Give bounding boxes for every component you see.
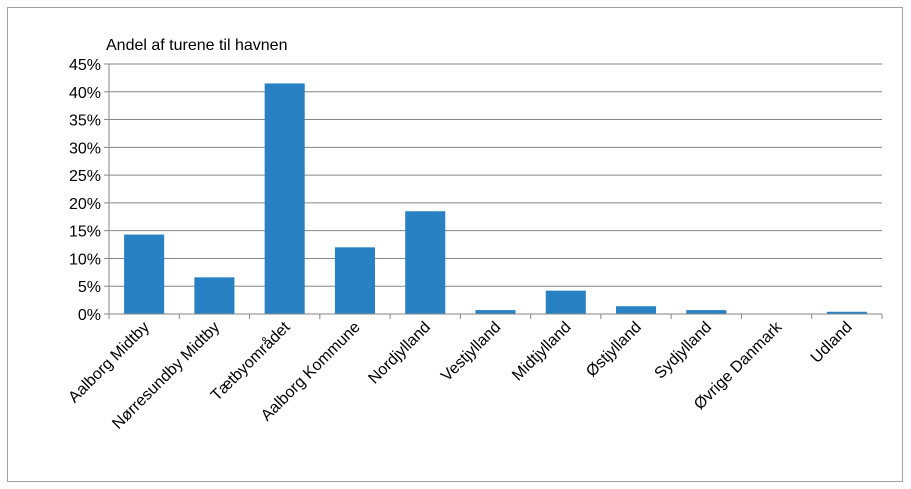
y-tick-label: 20% [69,196,101,213]
bar [264,83,305,314]
y-tick-label: 30% [69,140,101,157]
y-tick-label: 0% [78,307,101,324]
y-tick-label: 5% [78,279,101,296]
x-tick-label: Nordjylland [365,319,434,388]
gridlines [109,63,882,287]
x-tick-label: Vestjylland [438,319,504,385]
bar [405,211,446,314]
bar [475,310,516,314]
y-tick-label: 25% [69,168,101,185]
bar [124,234,165,314]
x-tick-label: Midtjylland [509,319,574,384]
y-axis: 0% 5% 10% 15% 20% 25% 30% 35% 40% 45% [69,57,110,324]
bars [124,83,867,314]
x-tick-label: Sydjylland [652,319,716,383]
y-tick-label: 40% [69,85,101,102]
bar [194,277,235,314]
chart-title: Andel af turene til havnen [106,37,287,54]
bar [686,310,727,314]
y-tick-label: 15% [69,224,101,241]
y-tick-label: 45% [69,57,101,74]
bar [826,311,867,314]
y-tick-label: 35% [69,113,101,130]
bar [334,247,375,314]
bar [545,290,586,314]
x-tick-label: Østjylland [583,319,645,381]
bar [616,306,657,314]
x-tick-label: Udland [808,319,856,367]
y-tick-label: 10% [69,251,101,268]
